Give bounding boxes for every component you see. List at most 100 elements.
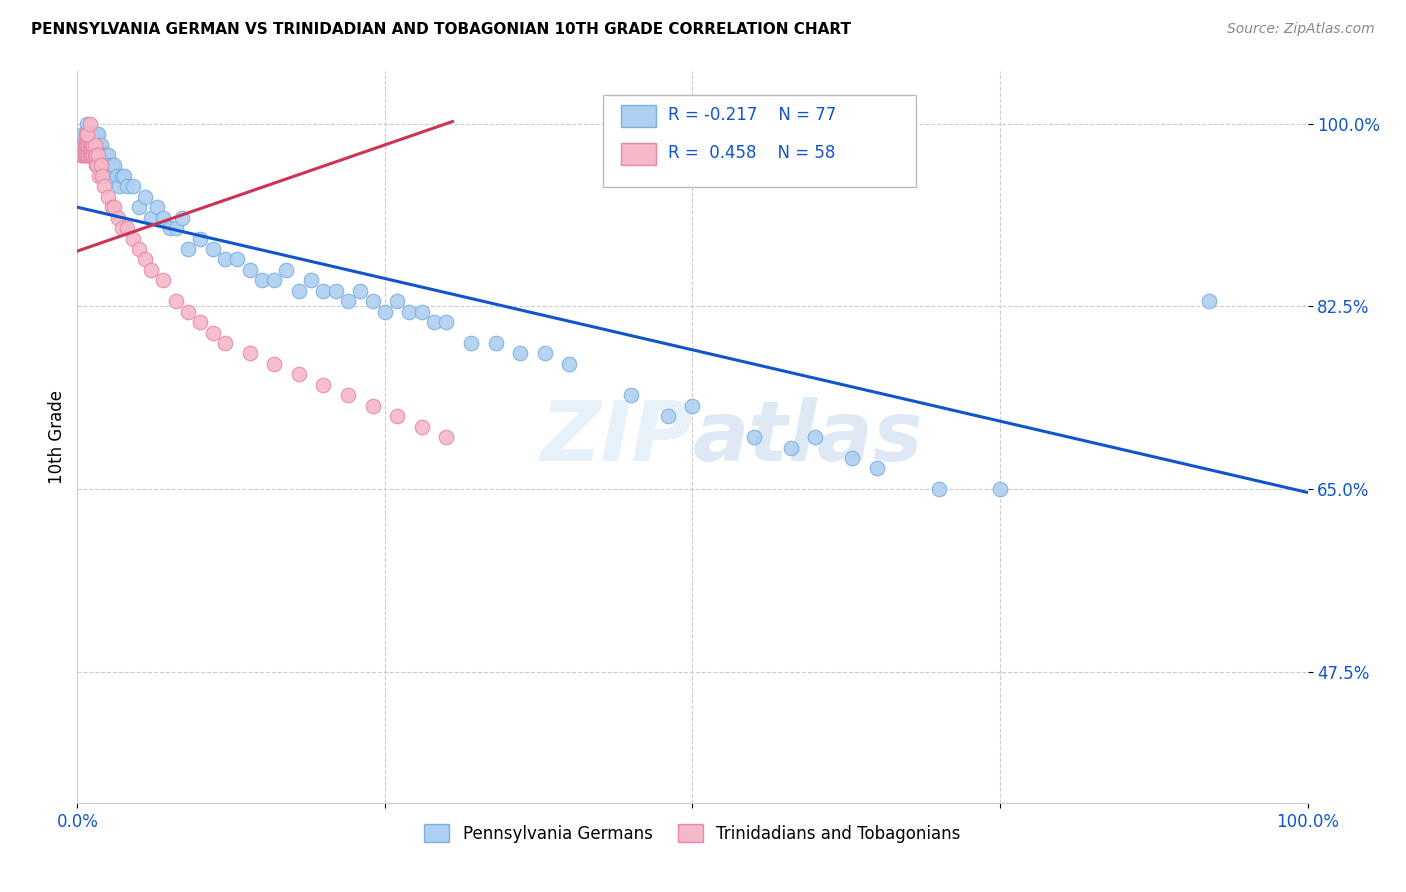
Point xyxy=(84,137,107,152)
Point xyxy=(82,137,104,152)
Point xyxy=(141,211,163,225)
Point xyxy=(82,137,104,152)
Point xyxy=(657,409,679,424)
Point xyxy=(742,430,765,444)
Point xyxy=(103,200,125,214)
Point xyxy=(263,357,285,371)
Text: R =  0.458    N = 58: R = 0.458 N = 58 xyxy=(668,145,835,162)
Point xyxy=(349,284,371,298)
Point xyxy=(250,273,273,287)
Point xyxy=(82,137,104,152)
Point xyxy=(165,294,187,309)
Text: atlas: atlas xyxy=(693,397,924,477)
Point xyxy=(90,158,112,172)
Point xyxy=(98,158,121,172)
Point xyxy=(87,127,110,141)
Point xyxy=(115,221,138,235)
Text: R = -0.217    N = 77: R = -0.217 N = 77 xyxy=(668,106,837,124)
Point xyxy=(177,304,200,318)
Point xyxy=(134,190,156,204)
Point xyxy=(436,315,458,329)
Point xyxy=(83,137,105,152)
Point xyxy=(509,346,531,360)
Point xyxy=(361,399,384,413)
Point xyxy=(97,190,120,204)
Point xyxy=(86,127,108,141)
Point xyxy=(411,419,433,434)
Point xyxy=(82,148,104,162)
Point xyxy=(620,388,643,402)
Point xyxy=(86,158,108,172)
Point xyxy=(75,148,97,162)
Point xyxy=(534,346,557,360)
Point xyxy=(103,158,125,172)
Point xyxy=(82,148,104,162)
Point xyxy=(361,294,384,309)
Point xyxy=(89,137,111,152)
Point xyxy=(72,137,94,152)
Point xyxy=(214,252,236,267)
Point xyxy=(77,148,100,162)
FancyBboxPatch shape xyxy=(621,143,655,165)
Point xyxy=(288,368,311,382)
Text: ZIP: ZIP xyxy=(540,397,693,477)
Point xyxy=(841,450,863,465)
Point xyxy=(79,148,101,162)
Point xyxy=(79,137,101,152)
Point xyxy=(96,158,118,172)
Point xyxy=(276,263,298,277)
Point xyxy=(80,127,103,141)
Point xyxy=(111,169,132,183)
Point xyxy=(90,148,114,162)
Point xyxy=(866,461,889,475)
Point xyxy=(325,284,347,298)
Point xyxy=(682,399,704,413)
Point xyxy=(239,346,262,360)
Point xyxy=(97,148,120,162)
Point xyxy=(312,284,335,298)
Point xyxy=(288,284,311,298)
Point xyxy=(115,179,138,194)
Point xyxy=(100,169,122,183)
Point xyxy=(128,242,150,256)
Point xyxy=(121,231,143,245)
Legend: Pennsylvania Germans, Trinidadians and Tobagonians: Pennsylvania Germans, Trinidadians and T… xyxy=(418,818,967,849)
Point xyxy=(79,127,101,141)
Point xyxy=(87,148,110,162)
Point xyxy=(423,315,446,329)
Point xyxy=(1198,294,1220,309)
Point xyxy=(101,200,124,214)
Point xyxy=(337,294,360,309)
Point xyxy=(177,242,200,256)
Point xyxy=(89,169,111,183)
Point xyxy=(374,304,396,318)
Point xyxy=(152,211,174,225)
Point xyxy=(121,179,143,194)
Point xyxy=(107,211,129,225)
Point xyxy=(170,211,193,225)
Point xyxy=(111,221,132,235)
Point xyxy=(83,127,105,141)
Point xyxy=(91,148,114,162)
Point xyxy=(188,315,212,329)
Point xyxy=(90,169,114,183)
Point xyxy=(780,441,803,455)
Point xyxy=(105,169,128,183)
Point xyxy=(141,263,163,277)
Point xyxy=(80,137,103,152)
Point xyxy=(146,200,169,214)
Point xyxy=(188,231,212,245)
Point xyxy=(84,148,107,162)
Point xyxy=(460,336,482,351)
FancyBboxPatch shape xyxy=(621,105,655,127)
Point xyxy=(84,158,107,172)
Point xyxy=(411,304,433,318)
Text: PENNSYLVANIA GERMAN VS TRINIDADIAN AND TOBAGONIAN 10TH GRADE CORRELATION CHART: PENNSYLVANIA GERMAN VS TRINIDADIAN AND T… xyxy=(31,22,851,37)
Point xyxy=(108,179,131,194)
Point xyxy=(72,148,94,162)
Point xyxy=(101,158,124,172)
Point xyxy=(76,117,98,131)
Point xyxy=(83,148,105,162)
Point xyxy=(201,242,224,256)
Point xyxy=(239,263,262,277)
